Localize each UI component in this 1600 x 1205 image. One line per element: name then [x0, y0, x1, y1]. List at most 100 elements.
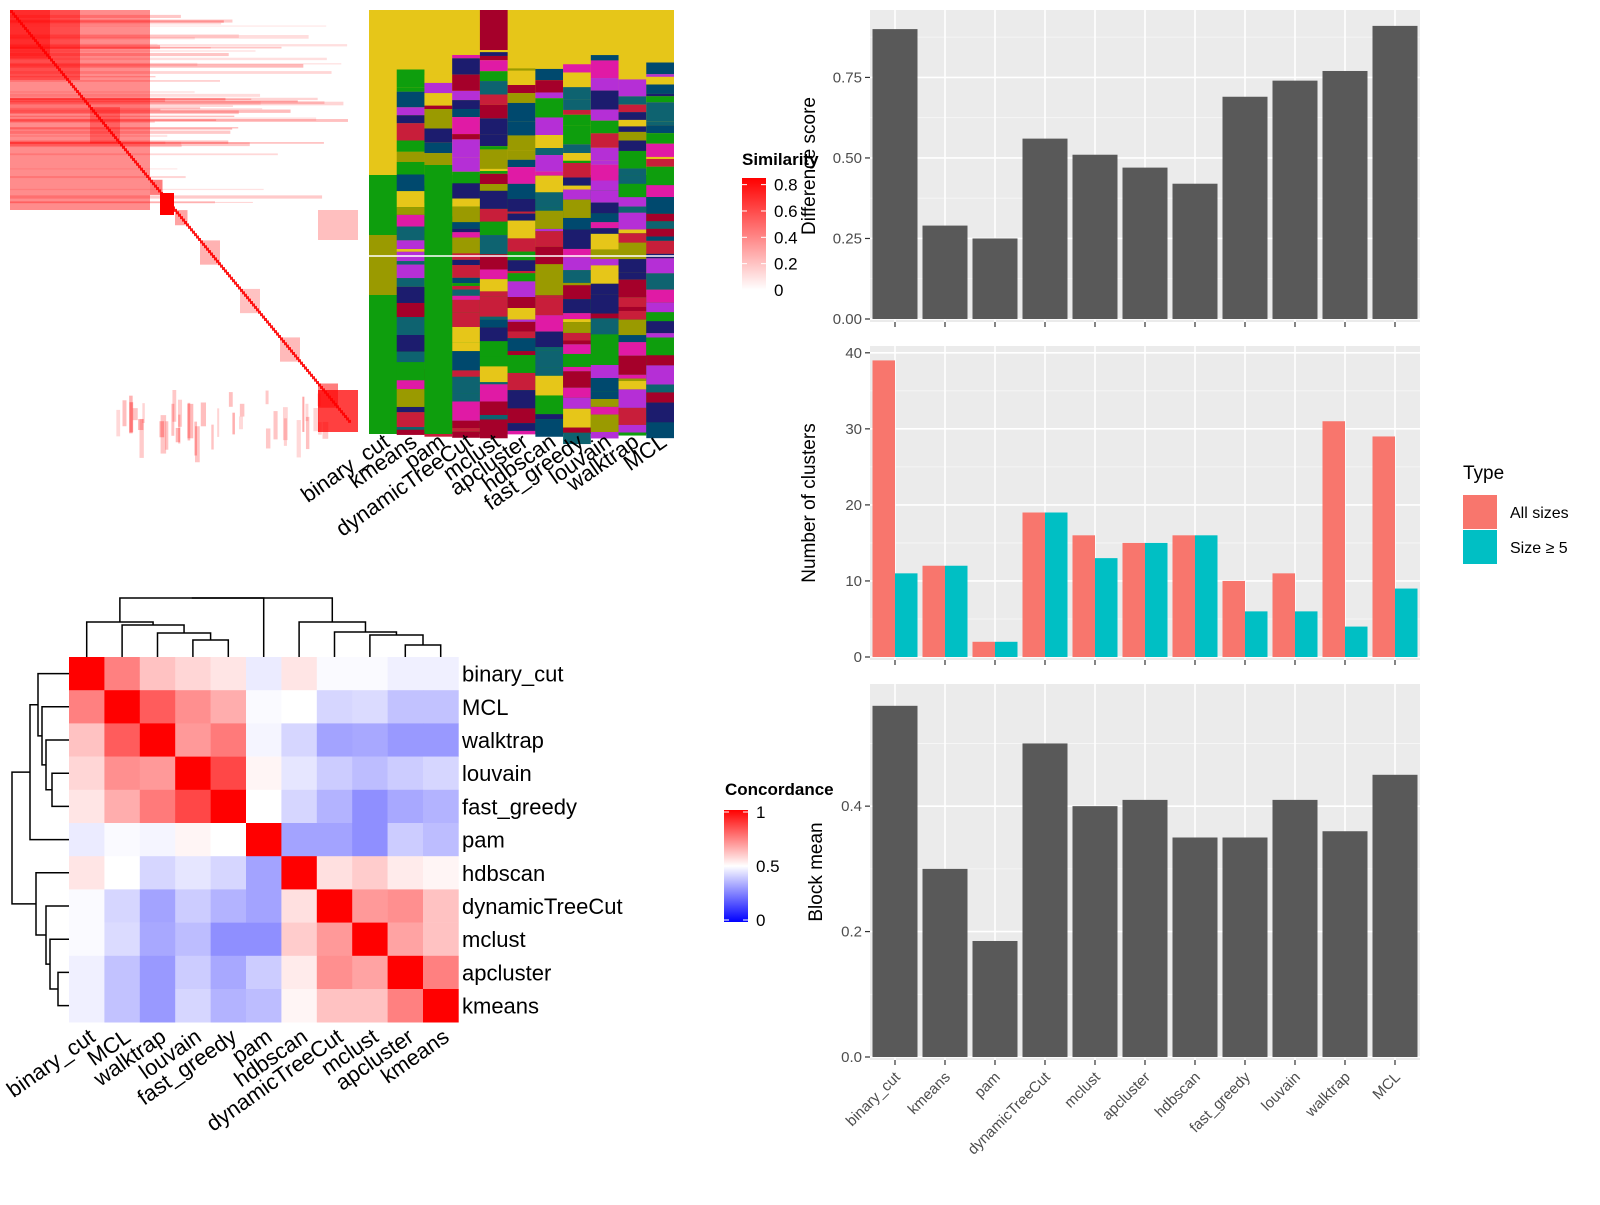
label-cell	[646, 337, 674, 356]
concordance-cell	[139, 856, 176, 890]
dendrogram-branch	[119, 597, 265, 657]
similarity-streak	[232, 412, 235, 435]
label-cell	[618, 79, 647, 97]
label-cell	[590, 90, 619, 110]
similarity-streak	[265, 390, 269, 405]
similarity-streak	[322, 421, 329, 439]
concordance-cell	[175, 690, 211, 724]
label-cell	[563, 217, 591, 230]
concordance-cell	[423, 955, 459, 990]
label-cell	[424, 142, 453, 154]
label-cell	[479, 401, 508, 416]
label-cell	[590, 120, 619, 134]
concordance-cell	[316, 989, 353, 1023]
label-cell	[646, 213, 674, 222]
similarity-diagonal-cell	[134, 160, 137, 164]
label-cell	[507, 70, 536, 83]
similarity-streak	[10, 108, 263, 110]
similarity-streak	[10, 43, 158, 45]
concordance-cell	[104, 922, 141, 957]
similarity-streak	[10, 98, 166, 102]
concordance-cell	[352, 856, 388, 890]
similarity-streak	[200, 402, 207, 427]
concordance-cell	[210, 989, 247, 1023]
label-cell	[563, 387, 591, 398]
bar	[1122, 799, 1168, 1057]
label-cell	[535, 175, 564, 193]
similarity-diagonal-cell	[278, 334, 281, 338]
concordance-cell	[387, 657, 424, 691]
label-cell	[452, 420, 480, 429]
label-cell	[479, 208, 508, 222]
label-cell	[590, 399, 619, 407]
similarity-streak	[172, 390, 177, 422]
label-cell	[452, 277, 480, 284]
label-cell	[452, 295, 480, 300]
label-cell	[479, 146, 508, 150]
concordance-heatmap	[69, 657, 459, 1023]
label-cell	[507, 260, 536, 272]
similarity-streak	[132, 408, 138, 421]
similarity-streak	[317, 393, 321, 407]
label-cell	[479, 319, 508, 328]
label-cell	[535, 283, 564, 296]
similarity-diagonal-cell	[256, 308, 259, 312]
concordance-cell	[281, 789, 318, 824]
concordance-cell	[387, 789, 424, 824]
similarity-streak	[296, 420, 301, 458]
label-cell	[452, 222, 480, 229]
label-cell	[452, 108, 480, 118]
similarity-streak	[165, 421, 169, 450]
similarity-diagonal-cell	[298, 359, 301, 363]
bar-all-sizes	[1372, 436, 1395, 657]
label-cell	[479, 356, 508, 367]
label-cell	[452, 431, 480, 438]
bar	[1322, 831, 1368, 1057]
concordance-cell	[175, 756, 211, 791]
similarity-diagonal-cell	[62, 73, 65, 77]
label-cell	[479, 291, 508, 297]
label-cell	[396, 191, 425, 208]
label-cell	[618, 175, 647, 184]
label-cell	[618, 197, 647, 207]
bar	[922, 868, 968, 1057]
label-cell	[396, 278, 425, 287]
label-cell	[479, 81, 508, 95]
similarity-diagonal-cell	[294, 354, 297, 358]
similarity-diagonal-cell	[190, 228, 193, 232]
label-cell	[563, 64, 591, 73]
similarity-diagonal-cell	[98, 116, 101, 120]
label-cell	[396, 412, 425, 428]
label-cell	[479, 382, 508, 385]
similarity-streak	[10, 105, 233, 107]
similarity-diagonal-cell	[20, 22, 23, 26]
label-cell	[507, 297, 536, 309]
similarity-diagonal-cell	[32, 36, 35, 40]
label-cell	[618, 374, 647, 379]
label-cell	[507, 331, 536, 339]
label-cell	[563, 319, 591, 323]
similarity-diagonal-cell	[124, 148, 127, 152]
concordance-cell	[316, 856, 353, 890]
label-cell	[590, 347, 619, 366]
dendrogram-branch	[298, 621, 367, 657]
label-cell	[646, 158, 674, 167]
concordance-cell	[139, 823, 176, 857]
similarity-diagonal-cell	[270, 325, 273, 329]
label-cell	[424, 93, 453, 106]
label-cell	[396, 214, 425, 227]
concordance-legend-tick: 0	[756, 911, 765, 930]
label-cell	[646, 185, 674, 198]
label-cell	[563, 408, 591, 428]
concordance-cell	[139, 657, 176, 691]
y-tick-label: 20	[845, 497, 862, 514]
y-tick-label: 0.4	[841, 798, 862, 815]
concordance-row-label: mclust	[462, 927, 526, 952]
similarity-block	[10, 10, 150, 210]
similarity-legend-tick: 0.8	[774, 176, 798, 195]
label-cell	[590, 318, 619, 335]
similarity-streak	[10, 64, 304, 68]
label-cell	[590, 406, 619, 415]
similarity-diagonal-cell	[296, 356, 299, 360]
